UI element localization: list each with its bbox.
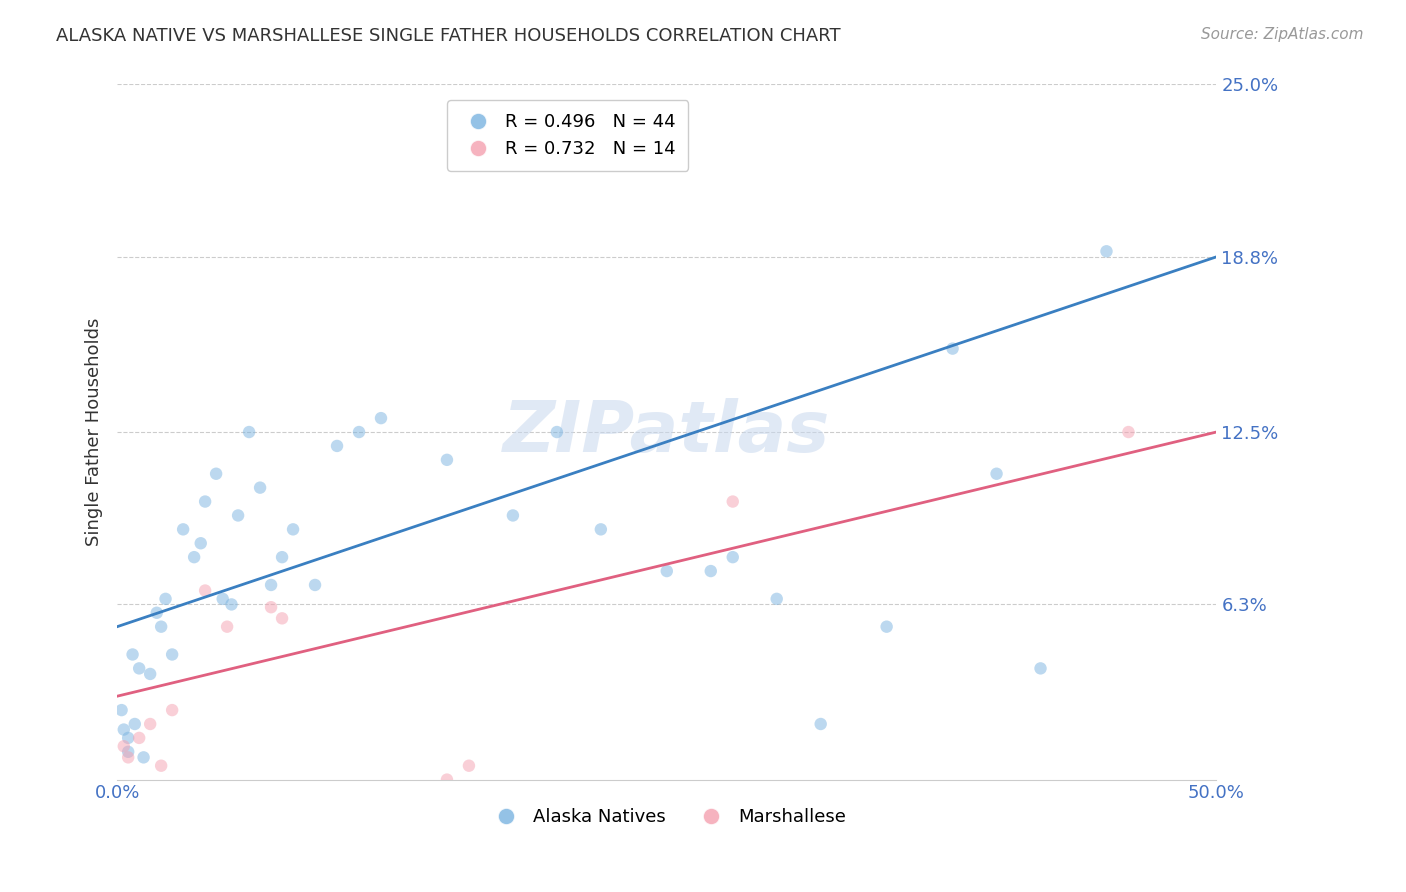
Point [721,494,744,508]
Point [260,600,283,615]
Point [271,550,294,565]
Point [183,550,205,565]
Text: Source: ZipAtlas.com: Source: ZipAtlas.com [1201,27,1364,42]
Point [226,508,249,523]
Point [942,342,965,356]
Point [155,591,177,606]
Point [217,620,239,634]
Point [810,717,832,731]
Point [190,536,212,550]
Point [986,467,1008,481]
Point [121,648,143,662]
Point [304,578,326,592]
Point [436,453,458,467]
Point [370,411,392,425]
Point [238,425,260,439]
Point [249,481,271,495]
Point [281,522,304,536]
Point [150,620,173,634]
Point [117,750,139,764]
Point [655,564,678,578]
Point [132,750,155,764]
Point [194,583,217,598]
Point [160,703,183,717]
Point [765,591,787,606]
Point [221,598,243,612]
Point [124,717,146,731]
Point [150,758,173,772]
Point [194,494,217,508]
Point [271,611,294,625]
Point [721,550,744,565]
Point [700,564,723,578]
Point [112,723,135,737]
Text: ZIPatlas: ZIPatlas [503,398,831,467]
Point [458,758,481,772]
Point [112,739,135,754]
Legend: Alaska Natives, Marshallese: Alaska Natives, Marshallese [481,801,853,833]
Point [436,772,458,787]
Text: ALASKA NATIVE VS MARSHALLESE SINGLE FATHER HOUSEHOLDS CORRELATION CHART: ALASKA NATIVE VS MARSHALLESE SINGLE FATH… [56,27,841,45]
Point [117,745,139,759]
Point [145,606,167,620]
Point [260,578,283,592]
Point [128,661,150,675]
Point [128,731,150,745]
Point [589,522,612,536]
Point [211,591,233,606]
Point [139,667,162,681]
Point [205,467,228,481]
Point [546,425,568,439]
Point [139,717,162,731]
Y-axis label: Single Father Households: Single Father Households [86,318,103,546]
Point [110,703,132,717]
Point [1118,425,1140,439]
Point [117,731,139,745]
Point [1029,661,1052,675]
Point [326,439,349,453]
Point [876,620,898,634]
Point [172,522,194,536]
Point [160,648,183,662]
Point [502,508,524,523]
Point [347,425,370,439]
Point [1095,244,1118,259]
